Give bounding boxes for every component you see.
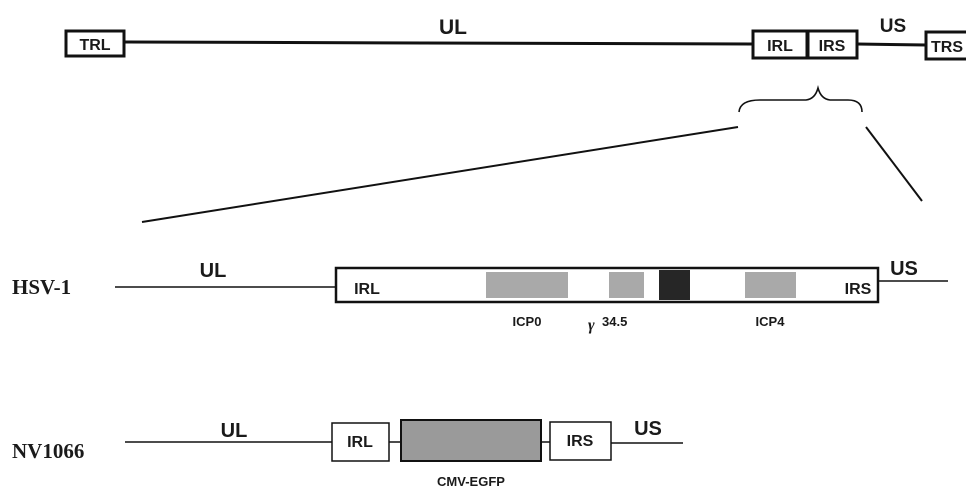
hsv1-us-label: US xyxy=(890,258,918,280)
irs-box xyxy=(806,29,859,60)
genome-backbone-us xyxy=(856,42,927,47)
hsv1-irs-label: IRS xyxy=(845,281,872,298)
nv1066-us-label: US xyxy=(634,418,662,440)
hsv1-ul-label: UL xyxy=(200,260,227,282)
hsv1-repeat-box xyxy=(334,266,880,304)
g345-label: 34.5 xyxy=(602,314,627,329)
genome-map: TRL UL IRL IRS US TRS xyxy=(64,16,966,61)
g345-gene xyxy=(609,272,644,298)
trl-box xyxy=(64,29,126,58)
region-brace xyxy=(738,84,863,113)
hsv1-map: HSV-1 UL IRL IRS US ICP0 γ 34.5 ICP4 xyxy=(12,258,948,334)
trs-box xyxy=(924,30,966,61)
zoom-line-right xyxy=(865,126,923,202)
icp0-gene xyxy=(486,272,568,298)
nv1066-irs-box xyxy=(549,421,612,461)
ul-label: UL xyxy=(439,16,467,39)
nv1066-map: NV1066 UL IRL IRS US CMV-EGFP xyxy=(12,418,683,489)
cmv-egfp-label: CMV-EGFP xyxy=(437,474,505,489)
dark-block xyxy=(659,270,690,300)
trl-label: TRL xyxy=(79,37,110,54)
us-label: US xyxy=(880,16,906,37)
trs-label: TRS xyxy=(931,39,963,56)
nv1066-name: NV1066 xyxy=(12,439,84,463)
irl-label: IRL xyxy=(767,38,793,55)
hsv1-name: HSV-1 xyxy=(12,275,71,299)
icp4-gene xyxy=(745,272,796,298)
nv1066-irl-label: IRL xyxy=(347,434,373,451)
nv1066-ul-label: UL xyxy=(221,420,248,442)
hsv1-irl-label: IRL xyxy=(354,281,380,298)
nv1066-irl-box xyxy=(331,422,390,462)
nv1066-irs-label: IRS xyxy=(567,433,594,450)
irs-label: IRS xyxy=(819,38,846,55)
gamma-symbol: γ xyxy=(588,317,595,334)
zoom-line-left xyxy=(141,126,739,223)
icp0-label: ICP0 xyxy=(513,314,542,329)
irl-box xyxy=(751,29,809,60)
cmv-egfp-cassette xyxy=(400,419,542,462)
icp4-label: ICP4 xyxy=(756,314,786,329)
genome-backbone xyxy=(123,40,753,46)
